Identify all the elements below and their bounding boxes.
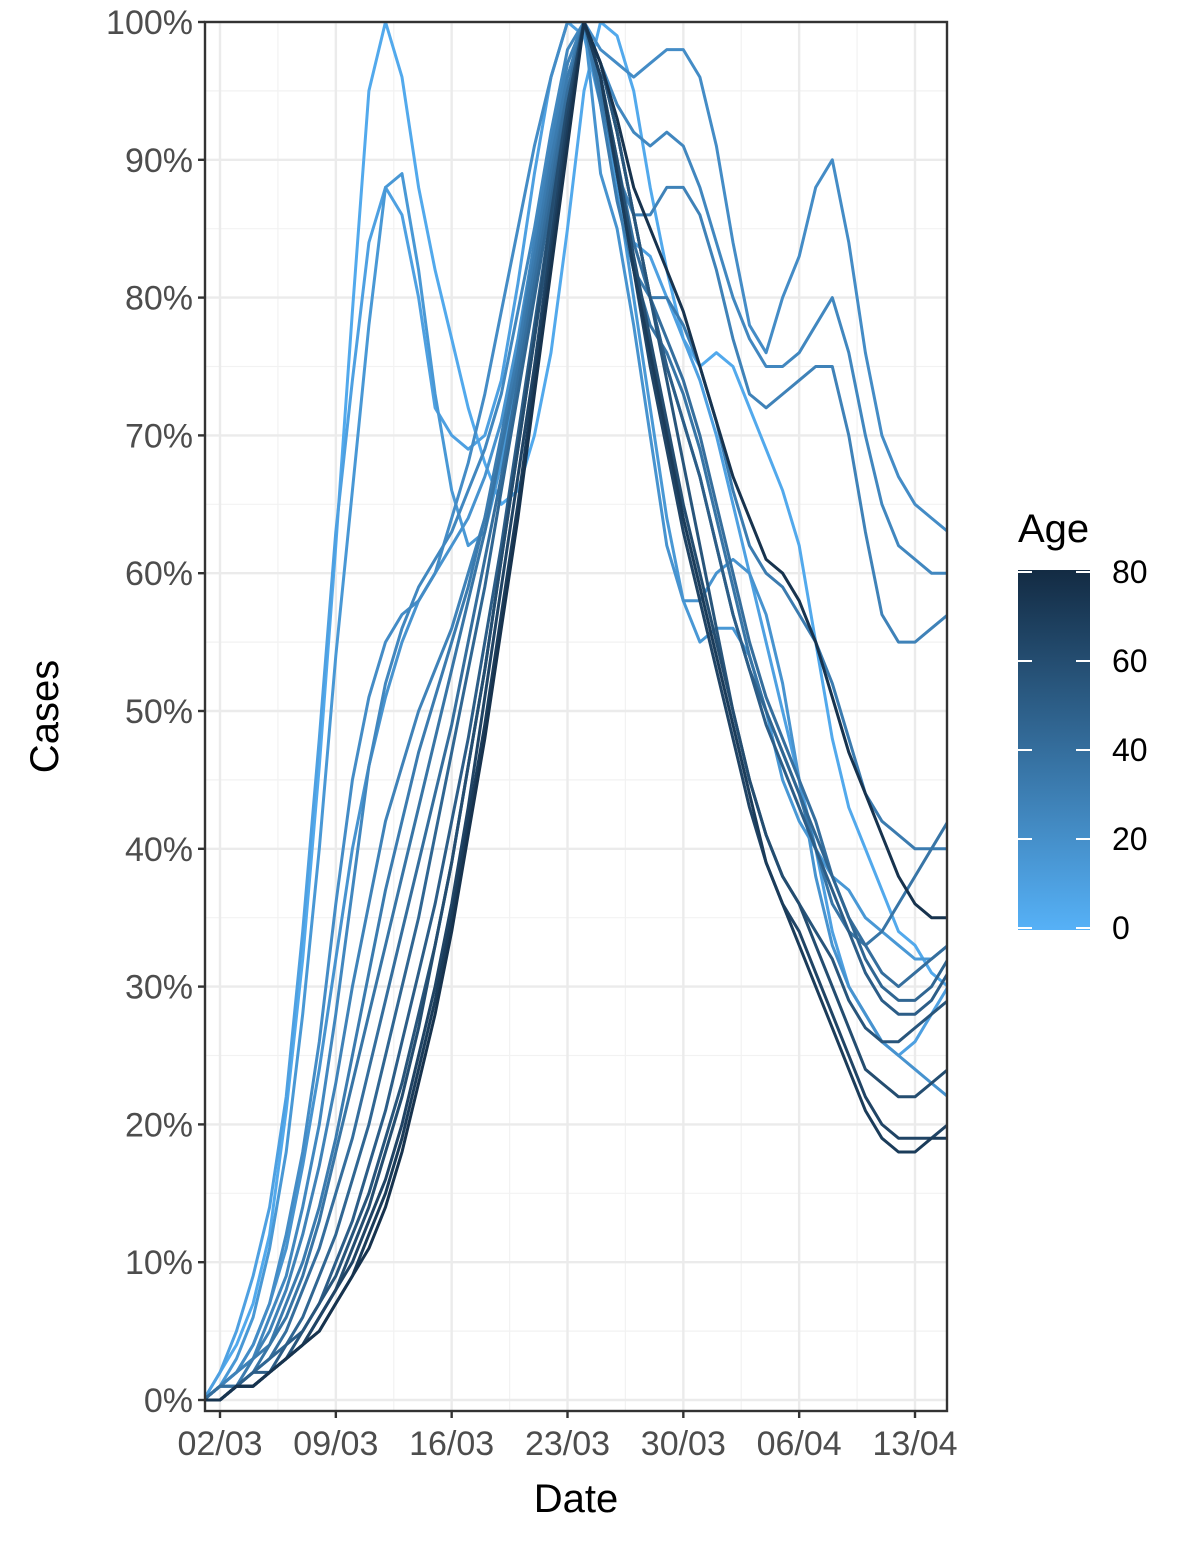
x-tick-label: 06/04 [757, 1425, 842, 1463]
y-tick-label: 70% [125, 417, 193, 455]
x-tick-label: 09/03 [293, 1425, 378, 1463]
series-line-age-28 [205, 22, 947, 1401]
x-tick-label: 30/03 [641, 1425, 726, 1463]
colorbar-tick-label: 20 [1112, 821, 1148, 857]
colorbar-tick-label: 0 [1112, 910, 1130, 946]
age-colorbar-legend: Age 0 20 40 60 80 [1018, 507, 1148, 946]
series-line-age-22 [205, 22, 947, 1401]
series-lines [205, 22, 947, 1402]
x-tick-label: 16/03 [409, 1425, 494, 1463]
x-tick-label: 23/03 [525, 1425, 610, 1463]
y-axis-title: Cases [23, 660, 67, 773]
series-line-age-10 [205, 22, 947, 1401]
series-line-age-25 [205, 22, 947, 1401]
series-line-age-75 [205, 22, 947, 1402]
y-tick-label: 30% [125, 969, 193, 1007]
y-tick-label: 40% [125, 831, 193, 869]
colorbar-tick-label: 80 [1112, 554, 1148, 590]
colorbar-ticks: 0 20 40 60 80 [1018, 554, 1148, 946]
series-line-age-32 [205, 22, 947, 1401]
series-line-age-5 [205, 22, 947, 1401]
x-tick-label: 13/04 [872, 1425, 957, 1463]
y-tick-label: 90% [125, 142, 193, 180]
x-axis-title: Date [534, 1477, 619, 1521]
colorbar-tick-label: 40 [1112, 732, 1148, 768]
y-tick-label: 50% [125, 693, 193, 731]
y-axis-ticks: 0% 10% 20% 30% 40% 50% 60% 70% 80% 90% 100% [106, 4, 205, 1420]
y-tick-label: 100% [106, 4, 193, 42]
colorbar-tick-label: 60 [1112, 643, 1148, 679]
minor-gridlines [205, 22, 947, 1411]
y-tick-label: 80% [125, 280, 193, 318]
plot-panel-border [203, 20, 949, 1413]
legend-title: Age [1018, 507, 1089, 551]
y-tick-label: 0% [144, 1382, 193, 1420]
y-tick-label: 20% [125, 1106, 193, 1144]
x-axis-ticks: 02/03 09/03 16/03 23/03 30/03 06/04 13/04 [177, 1411, 958, 1463]
y-tick-label: 60% [125, 555, 193, 593]
x-tick-label: 02/03 [177, 1425, 262, 1463]
y-tick-label: 10% [125, 1244, 193, 1282]
major-gridlines [205, 20, 947, 1411]
